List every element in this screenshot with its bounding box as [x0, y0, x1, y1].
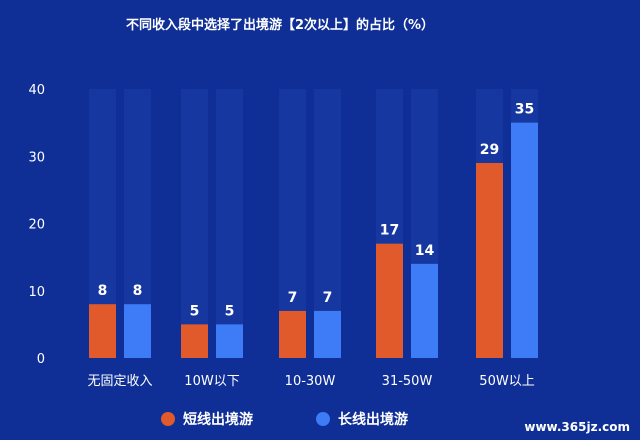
bar-track: [181, 89, 208, 358]
legend-label: 短线出境游: [183, 411, 253, 428]
data-label: 5: [225, 303, 235, 319]
bar: [314, 310, 341, 358]
bar: [511, 122, 538, 358]
bar-track: [216, 89, 243, 358]
x-tick-label: 50W以上: [479, 374, 534, 389]
x-tick-label: 10W以下: [184, 374, 239, 389]
bar: [216, 324, 243, 358]
x-tick-label: 31-50W: [382, 374, 433, 389]
x-tick-label: 无固定收入: [87, 374, 152, 389]
data-label: 29: [480, 142, 499, 158]
y-tick-label: 0: [37, 352, 45, 367]
watermark: www.365jz.com: [524, 420, 630, 434]
data-label: 7: [288, 290, 298, 306]
bar: [124, 304, 151, 358]
bar: [411, 263, 438, 358]
bar: [376, 243, 403, 358]
y-tick-label: 30: [28, 150, 45, 165]
data-label: 35: [515, 102, 534, 118]
bar: [279, 310, 306, 358]
y-tick-label: 20: [28, 218, 45, 233]
data-label: 7: [323, 290, 333, 306]
data-label: 8: [98, 283, 108, 299]
y-tick-label: 10: [28, 285, 45, 300]
legend-marker: [161, 412, 175, 426]
chart-title: 不同收入段中选择了出境游【2次以上】的占比（%）: [125, 18, 435, 33]
y-tick-label: 40: [28, 83, 45, 98]
data-label: 5: [190, 303, 200, 319]
data-label: 17: [380, 223, 399, 239]
x-tick-label: 10-30W: [285, 374, 336, 389]
bar: [181, 324, 208, 358]
data-label: 14: [415, 243, 435, 259]
bar: [89, 304, 116, 358]
legend-label: 长线出境游: [338, 411, 408, 428]
data-label: 8: [133, 283, 143, 299]
legend-marker: [316, 412, 330, 426]
bar: [476, 162, 503, 358]
